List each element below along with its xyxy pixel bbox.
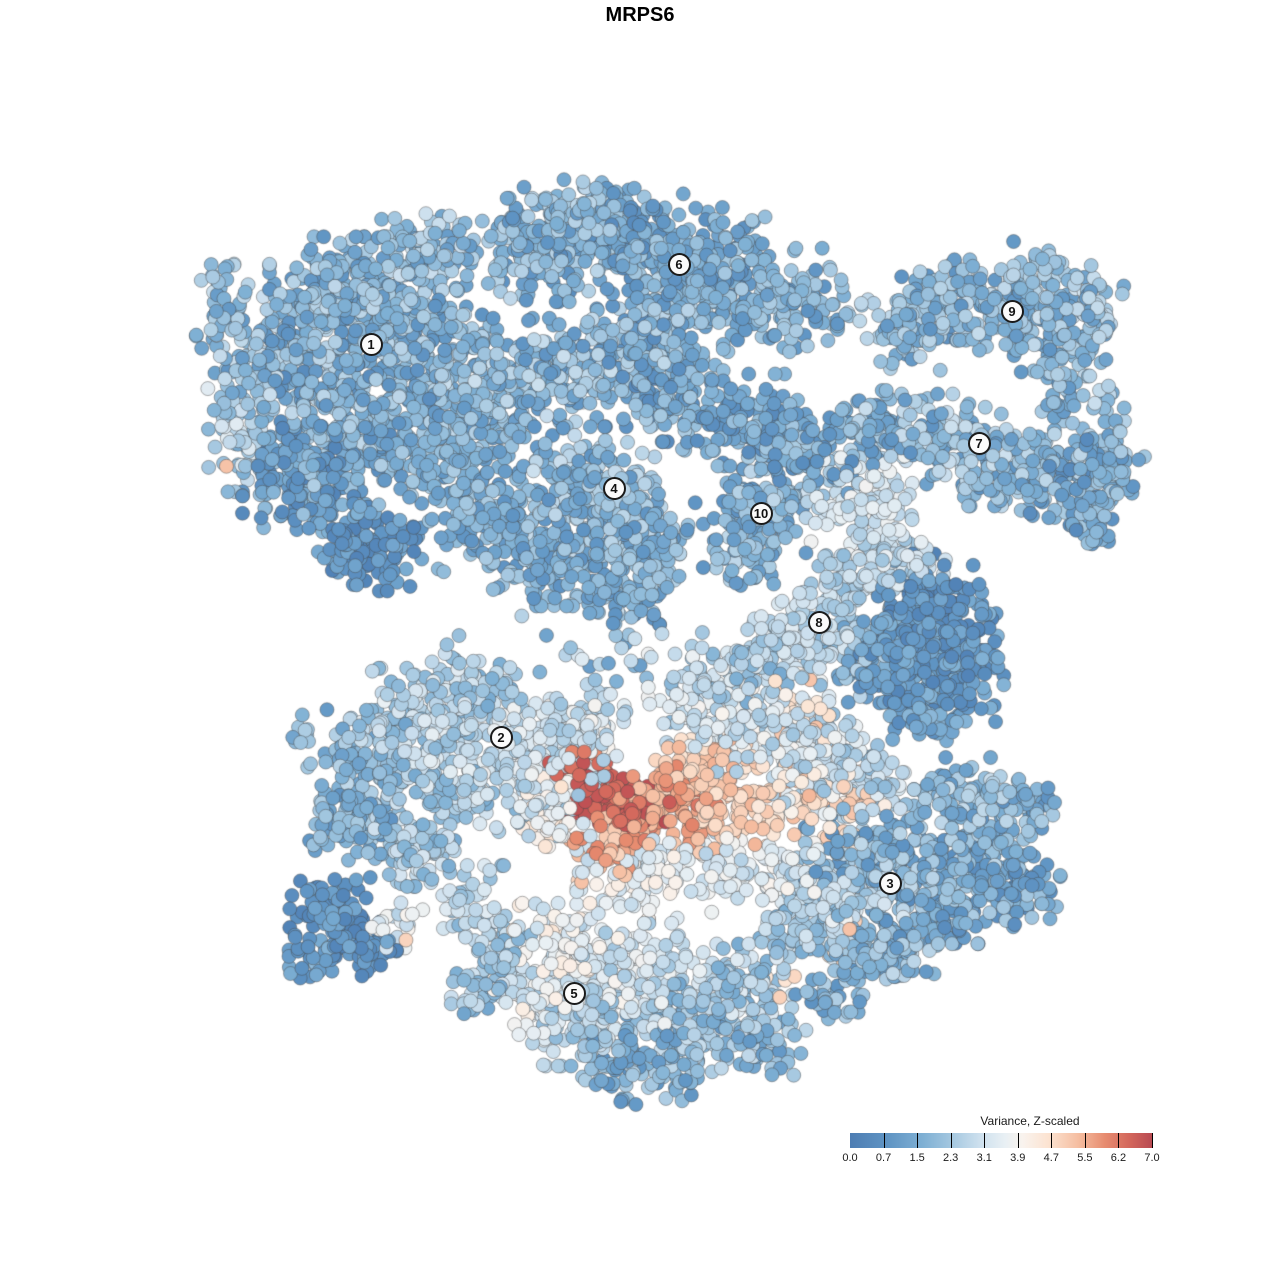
colorbar-tick-label: 7.0 (1144, 1152, 1160, 1164)
cluster-label-2: 2 (489, 725, 513, 749)
cluster-label-7: 7 (967, 431, 991, 455)
cluster-label-5: 5 (562, 981, 586, 1005)
colorbar-tick (917, 1133, 919, 1148)
cluster-label-10: 10 (749, 501, 773, 525)
colorbar-tick (950, 1133, 952, 1148)
cluster-label-6: 6 (667, 252, 691, 276)
colorbar-tick-label: 1.5 (909, 1152, 925, 1164)
colorbar-tick-label: 5.5 (1077, 1152, 1093, 1164)
colorbar-tick-label: 0.7 (875, 1152, 892, 1164)
cluster-label-1: 1 (359, 332, 383, 356)
colorbar-tick-label: 2.3 (943, 1152, 959, 1164)
colorbar-tick-label: 0.0 (842, 1152, 858, 1164)
colorbar-tick-label: 4.7 (1043, 1152, 1059, 1164)
colorbar-gradient (850, 1133, 1153, 1148)
colorbar-tick (883, 1133, 885, 1148)
colorbar-title: Variance, Z-scaled (980, 1114, 1080, 1128)
colorbar-tick (984, 1133, 986, 1148)
cluster-label-3: 3 (878, 871, 902, 895)
colorbar-tick-label: 6.2 (1110, 1152, 1127, 1164)
cluster-label-4: 4 (602, 476, 626, 500)
colorbar-tick (1152, 1133, 1153, 1148)
colorbar-tick-label: 3.1 (976, 1152, 992, 1164)
cluster-label-8: 8 (807, 610, 831, 634)
colorbar-tick (1084, 1133, 1086, 1148)
cluster-label-9: 9 (1000, 299, 1024, 323)
colorbar-tick (1051, 1133, 1053, 1148)
colorbar-tick-label: 3.9 (1010, 1152, 1026, 1164)
colorbar-tick (1118, 1133, 1120, 1148)
colorbar-tick (1017, 1133, 1019, 1148)
